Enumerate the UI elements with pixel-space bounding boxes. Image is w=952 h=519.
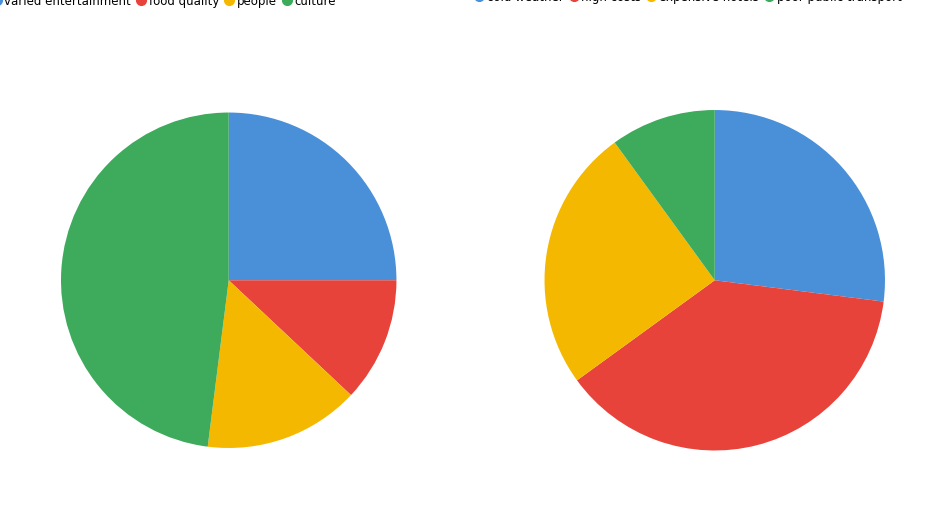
Wedge shape <box>544 143 714 380</box>
Wedge shape <box>714 110 884 302</box>
Wedge shape <box>228 113 396 280</box>
Wedge shape <box>228 280 396 395</box>
Wedge shape <box>208 280 350 448</box>
Wedge shape <box>614 110 714 280</box>
Legend: cold weather, high costs, expensive hotels, poor public transport: cold weather, high costs, expensive hote… <box>473 0 902 6</box>
Legend: varied entertainment, food quality, people, culture: varied entertainment, food quality, peop… <box>0 0 338 10</box>
Wedge shape <box>576 280 883 450</box>
Wedge shape <box>61 113 228 447</box>
